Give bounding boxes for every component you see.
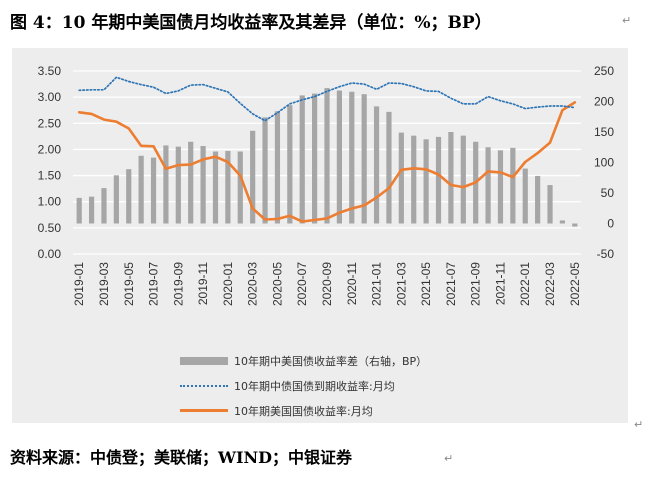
paragraph-mark-icon-3: ↵	[444, 452, 454, 465]
spread-bar	[101, 188, 107, 224]
yield-lines	[77, 76, 577, 223]
x-tick-label: 2019-05	[122, 262, 136, 306]
legend-label-china: 10年期中债国债到期收益率:月均	[234, 379, 395, 393]
spread-bar	[435, 136, 442, 224]
x-tick-label: 2021-03	[394, 262, 408, 306]
y-left-tick-label: 3.50	[38, 64, 62, 78]
spread-bar	[485, 147, 491, 224]
chart-area	[12, 48, 628, 423]
x-tick-label: 2021-01	[370, 262, 384, 306]
spread-bar	[448, 132, 454, 224]
x-tick-label: 2019-11	[196, 262, 210, 305]
paragraph-mark-icon: ↵	[622, 14, 632, 27]
y-left-tick-label: 1.00	[38, 195, 62, 209]
spread-bar	[150, 157, 157, 224]
spread-bar	[522, 168, 528, 224]
legend-bar-swatch	[180, 356, 228, 365]
x-tick-label: 2019-07	[147, 262, 161, 306]
y-left-tick-label: 1.50	[38, 169, 62, 183]
spread-bar	[299, 95, 305, 224]
y-right-tick-label: 0	[607, 217, 614, 231]
spread-bar	[250, 130, 256, 224]
spread-bar	[312, 93, 318, 224]
spread-bar	[423, 139, 429, 224]
y-left-tick-label: 2.00	[38, 142, 62, 156]
spread-bar	[274, 111, 281, 224]
spread-bar	[460, 135, 466, 224]
x-tick-label: 2021-07	[444, 262, 458, 306]
legend-item-china: 10年期中债国债到期收益率:月均	[180, 373, 500, 398]
x-tick-label: 2020-05	[270, 262, 284, 306]
spread-bar	[262, 117, 268, 224]
spread-bar	[324, 88, 330, 224]
axis-labels: 0.00 0.50 1.00 1.50 2.00 2.50 3.00 3.50 -50 0 50 10…	[38, 64, 615, 306]
x-tick-label: 2019-01	[72, 262, 86, 306]
spread-bar	[559, 220, 566, 224]
spread-bar	[237, 151, 243, 224]
spread-bar	[336, 90, 342, 224]
x-tick-label: 2022-03	[543, 262, 557, 306]
y-right-tick-label: 200	[594, 95, 614, 109]
spread-bar	[287, 105, 293, 224]
y-right-tick-label: 100	[594, 156, 614, 170]
spread-bar	[163, 145, 169, 224]
x-tick-label: 2022-05	[568, 262, 582, 306]
legend-label-spread: 10年期中美国债收益率差（右轴，BP）	[234, 354, 428, 368]
legend-item-us: 10年期美国国债收益率:月均	[180, 398, 500, 423]
x-tick-label: 2019-03	[97, 262, 111, 306]
y-right-tick-label: 250	[594, 64, 614, 78]
figure-title: 图 4：10 年期中美国债月均收益率及其差异（单位：%；BP）	[10, 13, 492, 33]
legend-item-spread: 10年期中美国债收益率差（右轴，BP）	[180, 348, 500, 373]
spread-bar	[535, 175, 541, 224]
spread-bar	[126, 169, 132, 224]
paragraph-mark-icon-2: ↵	[634, 418, 644, 431]
y-left-tick-label: 0.50	[38, 221, 62, 235]
x-tick-label: 2020-09	[320, 262, 334, 306]
legend-dotted-swatch	[180, 384, 228, 387]
x-tick-label: 2020-11	[345, 262, 359, 305]
x-tick-label: 2019-09	[171, 262, 185, 306]
spread-bar	[212, 151, 219, 224]
spread-bar	[386, 111, 392, 224]
spread-bars	[76, 88, 578, 227]
y-left-tick-label: 0.00	[38, 247, 62, 261]
spread-bar	[188, 141, 194, 224]
y-left-tick-label: 2.50	[38, 116, 62, 130]
legend-line-swatch	[180, 409, 228, 412]
spread-bar	[361, 94, 367, 224]
spread-bar	[398, 132, 404, 224]
x-tick-label: 2021-05	[419, 262, 433, 306]
spread-bar	[349, 91, 355, 224]
y-left-tick-label: 3.00	[38, 90, 62, 104]
spread-bar	[547, 185, 553, 224]
spread-bar	[88, 196, 95, 224]
spread-bar	[76, 197, 82, 224]
spread-bar	[373, 106, 380, 224]
chart-legend: 10年期中美国债收益率差（右轴，BP） 10年期中债国债到期收益率:月均 10年…	[180, 348, 500, 423]
x-tick-label: 2020-07	[295, 262, 309, 306]
x-tick-label: 2020-01	[221, 262, 235, 306]
y-right-tick-label: 50	[601, 186, 615, 200]
legend-label-us: 10年期美国国债收益率:月均	[234, 404, 373, 418]
spread-bar	[510, 147, 516, 224]
us-yield-line	[77, 101, 577, 223]
spread-bar	[411, 135, 417, 224]
spread-bar	[200, 146, 206, 224]
spread-bar	[113, 175, 119, 224]
spread-bar	[175, 146, 181, 224]
spread-bar	[572, 223, 578, 227]
x-tick-label: 2021-09	[469, 262, 483, 306]
source-note: 资料来源：中债登；美联储；WIND；中银证券	[10, 448, 352, 467]
spread-bar	[138, 155, 144, 224]
y-right-tick-label: 150	[594, 125, 614, 139]
china-yield-line	[78, 76, 576, 122]
x-tick-label: 2021-11	[493, 262, 507, 305]
spread-bar	[497, 150, 504, 224]
y-right-tick-label: -50	[597, 247, 615, 261]
spread-bar	[225, 150, 231, 224]
x-tick-label: 2022-01	[518, 262, 532, 306]
x-tick-label: 2020-03	[246, 262, 260, 306]
